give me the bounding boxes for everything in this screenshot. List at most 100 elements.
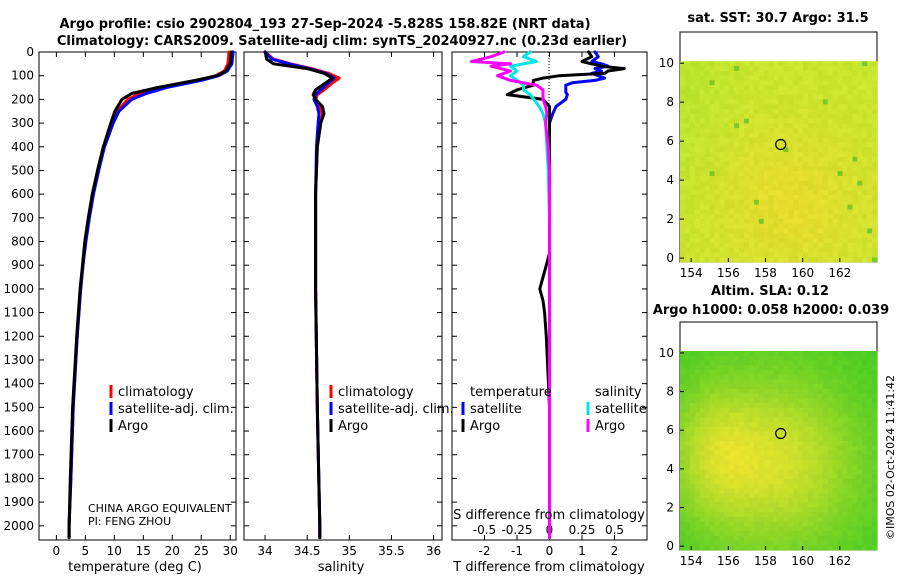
map-cell	[847, 109, 853, 115]
map-cell	[763, 450, 770, 456]
map-cell	[857, 502, 863, 508]
map-cell	[758, 252, 765, 258]
map-cell	[852, 483, 858, 489]
map-cell	[847, 99, 853, 105]
map-cell	[729, 384, 735, 390]
map-cell	[763, 374, 770, 380]
map-cell	[748, 483, 755, 489]
map-cell	[827, 450, 834, 456]
map-cell	[837, 238, 843, 244]
map-cell	[729, 407, 735, 413]
map-cell	[783, 214, 789, 220]
map-cell	[852, 369, 858, 376]
map-cell	[808, 403, 814, 409]
map-cell	[709, 180, 715, 186]
map-cell	[748, 516, 755, 522]
map-cell	[739, 355, 745, 361]
map-cell	[872, 228, 878, 234]
map-cell	[847, 483, 853, 489]
map-cell	[768, 175, 774, 182]
map-cell	[699, 360, 706, 366]
map-cell	[739, 374, 745, 380]
map-cell	[798, 89, 804, 96]
map-cell	[719, 478, 725, 485]
map-cell	[714, 526, 720, 532]
map-cell	[857, 531, 863, 537]
map-cell	[822, 478, 829, 485]
map-cell	[719, 85, 725, 91]
map-cell	[808, 132, 814, 139]
map-cell	[748, 166, 755, 172]
map-cell	[704, 61, 710, 67]
map-cell	[812, 388, 819, 395]
map-cell	[857, 171, 863, 177]
map-cell	[753, 223, 760, 229]
map-cell	[748, 379, 755, 385]
map-cell	[753, 459, 760, 466]
map-cell	[768, 355, 774, 361]
map-cell	[812, 238, 819, 244]
map-cell	[788, 388, 794, 395]
map-cell	[803, 113, 809, 119]
map-cell	[827, 512, 834, 518]
map-cell	[758, 374, 765, 380]
map-cell	[694, 483, 701, 489]
map-cell	[768, 70, 774, 76]
map-cell	[763, 483, 770, 489]
map-cell	[812, 455, 819, 461]
map-cell	[872, 99, 878, 105]
map-cell	[788, 199, 794, 206]
map-cell	[689, 350, 696, 357]
map-cell	[684, 478, 691, 485]
map-cell	[842, 355, 848, 361]
map-cell	[729, 123, 735, 129]
map-cell	[827, 233, 834, 239]
map-cell	[763, 369, 770, 376]
map-cell	[837, 502, 843, 508]
map-cell	[788, 478, 794, 485]
map-cell	[847, 450, 853, 456]
map-cell	[867, 464, 873, 470]
map-cell	[684, 156, 691, 163]
map-cell	[689, 526, 696, 532]
map-cell	[783, 379, 789, 385]
x-tick-label: 10	[107, 544, 122, 558]
map-cell	[817, 360, 824, 366]
map-cell	[714, 493, 720, 499]
map-cell	[758, 459, 765, 466]
map-cell	[748, 474, 755, 480]
map-cell	[773, 455, 779, 461]
map-cell	[758, 455, 765, 461]
map-cell	[812, 441, 819, 447]
map-cell	[768, 252, 774, 258]
map-cell	[862, 436, 868, 442]
map-cell	[832, 365, 838, 371]
map-cell	[822, 388, 829, 395]
map-cell	[689, 80, 696, 86]
map-cell	[768, 521, 774, 527]
map-cell	[684, 374, 691, 380]
map-cell	[739, 521, 745, 527]
map-cell	[768, 450, 774, 456]
map-cell	[748, 238, 755, 244]
map-cell	[758, 242, 765, 249]
map-cell	[763, 412, 770, 418]
map-cell	[812, 516, 819, 522]
map-cell	[739, 493, 745, 499]
map-cell	[817, 252, 824, 258]
legend-label-argo: Argo	[118, 419, 148, 434]
map-cell	[803, 195, 809, 201]
map-cell	[768, 412, 774, 418]
map-cell	[852, 398, 858, 404]
map-cell	[763, 214, 770, 220]
map-cell	[684, 66, 691, 72]
y-tick-label: 8	[666, 95, 674, 109]
map-cell	[739, 412, 745, 418]
map-cell	[852, 185, 858, 191]
map-cell	[744, 407, 750, 413]
map-cell	[773, 516, 779, 522]
map-cell	[788, 99, 794, 105]
map-cell	[803, 137, 809, 143]
map-cell	[847, 422, 853, 428]
